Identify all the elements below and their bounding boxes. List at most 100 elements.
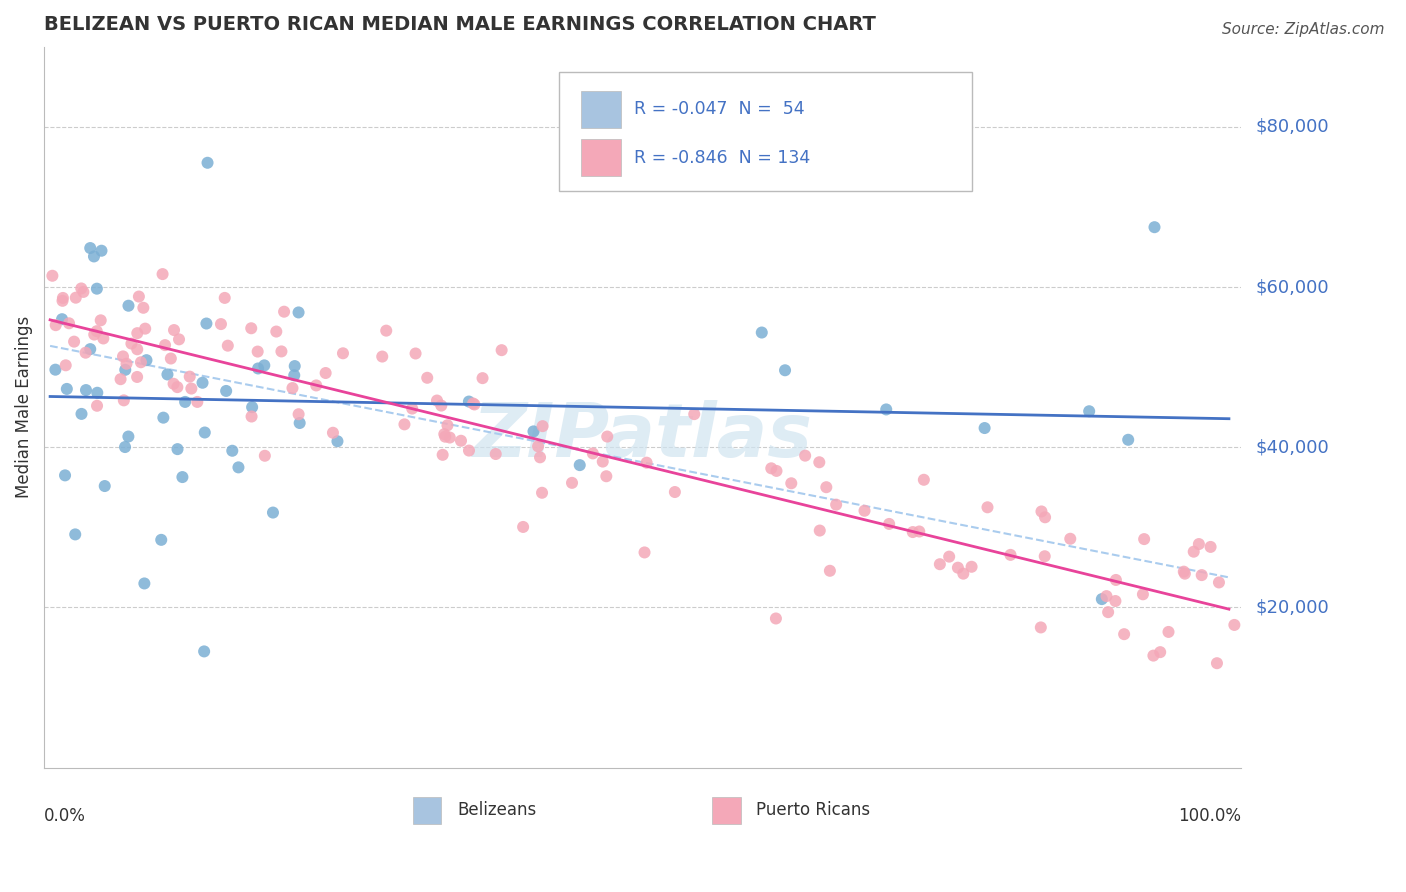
Point <box>112 393 135 408</box>
Point <box>221 443 243 458</box>
Point <box>246 344 269 359</box>
Point <box>287 305 309 319</box>
Point <box>150 533 173 547</box>
Point <box>458 394 481 409</box>
Point <box>132 301 155 315</box>
Point <box>180 382 202 396</box>
Point <box>174 395 197 409</box>
Point <box>928 558 950 572</box>
Point <box>194 425 217 440</box>
Point <box>315 366 337 380</box>
Point <box>875 402 897 417</box>
Point <box>247 361 270 376</box>
Point <box>56 382 79 396</box>
Point <box>114 440 136 454</box>
Point <box>93 479 115 493</box>
Point <box>960 559 983 574</box>
Point <box>63 334 86 349</box>
Point <box>270 344 292 359</box>
Point <box>568 458 591 472</box>
Point <box>430 399 453 413</box>
Point <box>531 485 554 500</box>
Point <box>166 442 188 457</box>
Point <box>114 363 136 377</box>
Text: Puerto Ricans: Puerto Ricans <box>756 801 870 819</box>
Point <box>134 321 156 335</box>
Point <box>90 244 112 258</box>
Point <box>1149 645 1171 659</box>
Point <box>1173 565 1195 579</box>
Point <box>458 443 481 458</box>
Point <box>561 475 583 490</box>
Point <box>595 469 617 483</box>
Point <box>128 289 150 303</box>
Point <box>79 342 101 356</box>
Text: 0.0%: 0.0% <box>44 807 86 825</box>
Point <box>371 350 394 364</box>
Text: ZIPatlas: ZIPatlas <box>472 400 813 473</box>
Point <box>120 336 142 351</box>
Point <box>86 324 108 338</box>
Bar <box>413 797 441 824</box>
Point <box>808 455 831 469</box>
Point <box>946 560 969 574</box>
Point <box>153 338 176 352</box>
Point <box>522 425 544 439</box>
Point <box>79 241 101 255</box>
Point <box>1033 510 1056 524</box>
Point <box>240 321 263 335</box>
Point <box>281 381 304 395</box>
Point <box>1114 627 1136 641</box>
Point <box>1000 548 1022 562</box>
Point <box>1132 587 1154 601</box>
Point <box>115 357 138 371</box>
Point <box>751 326 773 340</box>
Point <box>186 395 208 409</box>
Point <box>794 449 817 463</box>
Point <box>326 434 349 449</box>
Point <box>1104 594 1126 608</box>
Text: Source: ZipAtlas.com: Source: ZipAtlas.com <box>1222 22 1385 37</box>
Point <box>394 417 416 432</box>
Point <box>471 371 494 385</box>
Text: BELIZEAN VS PUERTO RICAN MEDIAN MALE EARNINGS CORRELATION CHART: BELIZEAN VS PUERTO RICAN MEDIAN MALE EAR… <box>44 15 876 34</box>
Point <box>70 281 93 295</box>
Point <box>41 268 63 283</box>
Point <box>527 439 550 453</box>
Point <box>240 409 263 424</box>
Point <box>83 327 105 342</box>
Point <box>284 359 307 373</box>
Point <box>1142 648 1164 663</box>
Point <box>127 370 149 384</box>
Text: $20,000: $20,000 <box>1256 599 1329 616</box>
Point <box>434 430 457 444</box>
Point <box>44 362 66 376</box>
Point <box>214 291 236 305</box>
Point <box>127 326 149 340</box>
Point <box>461 396 484 410</box>
Point <box>1199 540 1222 554</box>
Bar <box>582 139 621 177</box>
Point <box>1059 532 1081 546</box>
Point <box>191 376 214 390</box>
Point <box>65 291 87 305</box>
Point <box>86 385 108 400</box>
Point <box>780 476 803 491</box>
Point <box>228 460 250 475</box>
Point <box>45 318 67 333</box>
Point <box>1029 620 1052 634</box>
Point <box>53 468 76 483</box>
Text: $80,000: $80,000 <box>1256 118 1329 136</box>
Point <box>401 401 423 416</box>
Point <box>305 378 328 392</box>
Point <box>86 282 108 296</box>
Point <box>1091 592 1114 607</box>
Point <box>582 446 605 460</box>
Point <box>156 368 179 382</box>
Point <box>162 376 184 391</box>
Point <box>938 549 960 564</box>
Point <box>127 343 149 357</box>
Point <box>433 427 456 442</box>
Point <box>1206 657 1229 671</box>
Point <box>240 400 263 414</box>
